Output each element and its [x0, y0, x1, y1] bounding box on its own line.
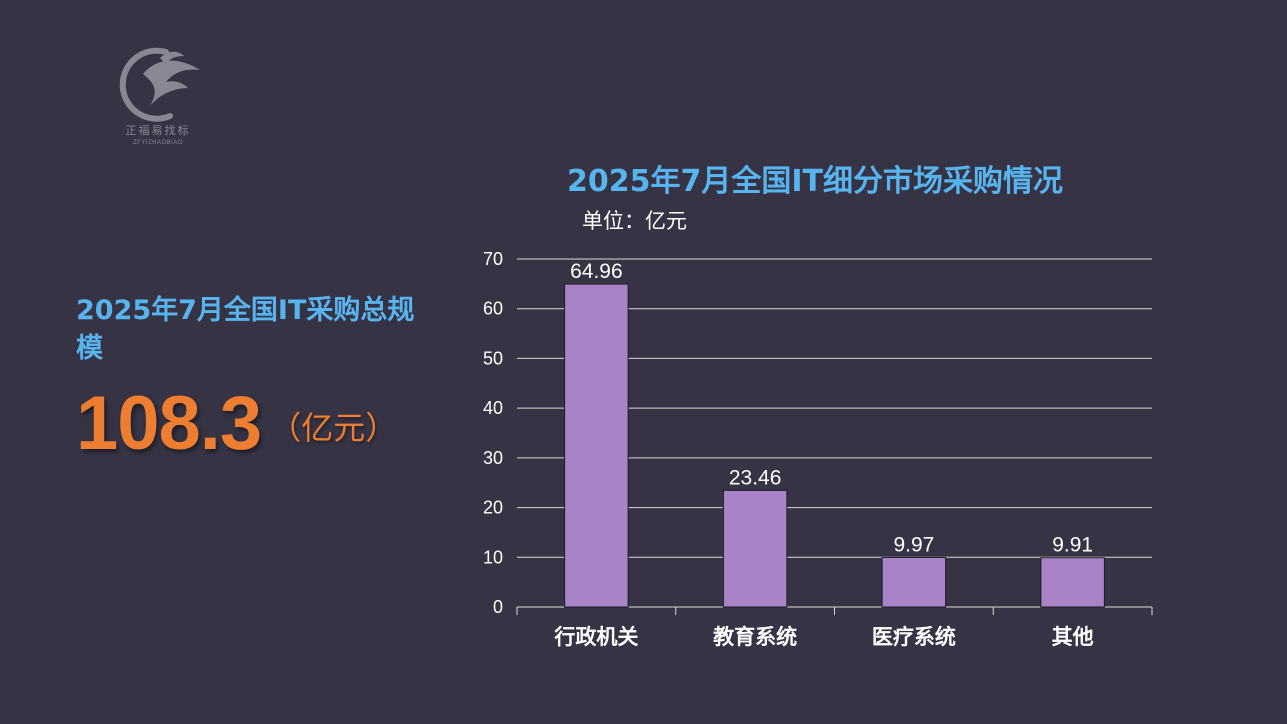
y-tick-label: 60 — [483, 299, 503, 319]
data-label: 23.46 — [729, 466, 782, 489]
data-label: 9.97 — [893, 533, 934, 556]
total-value: 108.3 — [76, 381, 262, 466]
bar — [1040, 557, 1105, 608]
y-tick-label: 0 — [493, 597, 503, 617]
y-tick-label: 40 — [483, 398, 503, 418]
x-tick-label: 行政机关 — [553, 625, 638, 649]
unit-note: 单位：亿元 — [582, 209, 687, 233]
y-tick-label: 20 — [483, 498, 503, 518]
data-label: 64.96 — [570, 260, 623, 283]
x-tick-label: 教育系统 — [713, 625, 797, 649]
summary-title: 2025年7月全国IT采购总规模 — [76, 295, 415, 364]
x-tick-label: 医疗系统 — [872, 625, 956, 649]
bar — [722, 489, 788, 608]
chart-title: 2025年7月全国IT细分市场采购情况 — [567, 164, 1063, 199]
logo-name-en: ZFYIZHAOBIAO — [132, 140, 183, 146]
total-unit: （亿元） — [269, 409, 398, 447]
y-tick-label: 10 — [483, 547, 503, 567]
y-tick-label: 70 — [483, 249, 503, 269]
bar — [564, 283, 629, 608]
eagle-logo-icon — [119, 47, 200, 122]
bar — [881, 556, 947, 608]
logo-name-cn: 正福易找标 — [125, 124, 191, 137]
y-tick-label: 30 — [483, 448, 503, 468]
data-label: 9.91 — [1052, 534, 1093, 557]
y-tick-label: 50 — [483, 348, 503, 368]
x-tick-label: 其他 — [1052, 625, 1094, 649]
total-amount: 108.3 （亿元） — [76, 380, 397, 467]
logo: 正福易找标 ZFYIZHAOBIAO — [108, 44, 208, 154]
